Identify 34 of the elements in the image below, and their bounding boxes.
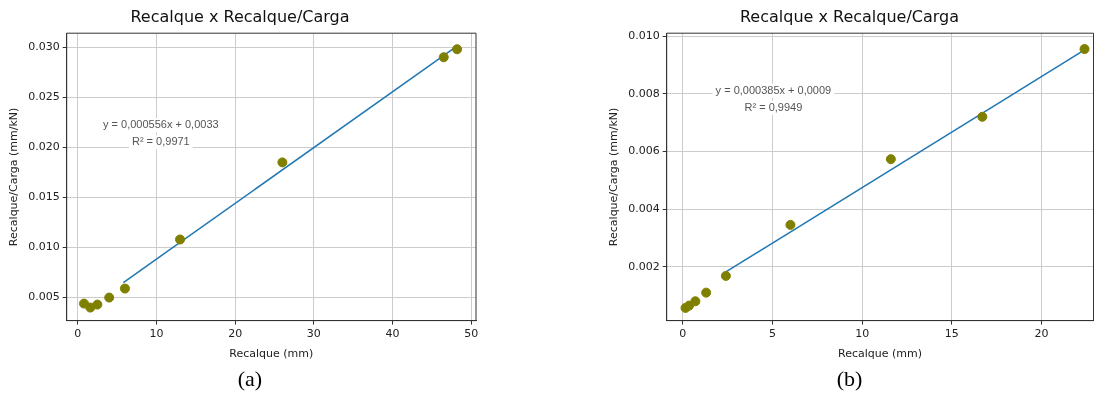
y-tick-label: 0.006 [628,144,660,158]
x-tick-label: 30 [306,327,321,341]
y-axis-title: Recalque/Carga (mm/kN) [7,107,21,247]
chart-title: Recalque x Recalque/Carga [739,6,960,26]
y-tick-label: 0.008 [628,86,660,100]
x-tick-label: 20 [1034,327,1049,341]
y-tick-label: 0.004 [628,201,660,215]
y-tick-label: 0.010 [628,28,660,42]
y-tick-label: 0.015 [28,190,60,204]
y-tick-label: 0.005 [28,290,60,304]
x-tick-label: 10 [149,327,164,341]
text: (a) [236,366,264,392]
y-tick-label: 0.020 [28,140,60,154]
x-tick-label: 0 [679,327,687,341]
x-tick-label: 15 [944,327,959,341]
y-axis-title: Recalque/Carga (mm/kN) [607,107,621,247]
y-tick-label: 0.010 [28,240,60,254]
x-tick-label: 10 [855,327,870,341]
x-axis-title: Recalque (mm) [229,347,314,361]
x-tick-label: 20 [228,327,243,341]
x-tick-label: 5 [769,327,776,341]
chart-title: Recalque x Recalque/Carga [130,6,350,26]
annotation: R² = 0,9971 [131,135,190,148]
y-tick-label: 0.002 [628,259,660,273]
annotation: y = 0,000385x + 0,0009 [715,83,832,96]
y-tick-label: 0.030 [28,40,60,54]
annotation: y = 0,000556x + 0,0033 [103,118,219,131]
x-tick-label: 50 [464,327,479,341]
text: (b) [835,366,864,392]
x-tick-label: 40 [385,327,400,341]
x-axis-title: Recalque (mm) [838,347,923,361]
x-tick-label: 0 [74,327,82,341]
y-tick-label: 0.025 [28,90,60,104]
annotation: R² = 0,9949 [744,100,803,113]
